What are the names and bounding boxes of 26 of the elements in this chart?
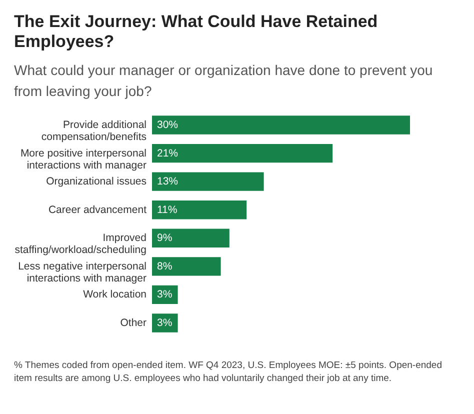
y-tick-label: Provide additional compensation/benefits bbox=[41, 118, 146, 143]
data-label: 13% bbox=[157, 176, 178, 188]
data-label: 3% bbox=[157, 317, 172, 330]
data-label: 11% bbox=[157, 204, 178, 216]
bar bbox=[152, 144, 333, 163]
y-tick-label: Less negative interpersonal interactions with manager bbox=[18, 260, 147, 284]
y-tick-label: Organizational issues bbox=[46, 176, 146, 188]
y-tick-label: More positive interpersonal interactions with manager bbox=[20, 147, 147, 172]
bar bbox=[152, 200, 247, 220]
data-label: 9% bbox=[157, 232, 172, 244]
data-label: 3% bbox=[157, 288, 172, 301]
bar bbox=[152, 257, 221, 276]
chart-subtitle: What could your manager or organization have done to prevent you from leaving your job? bbox=[14, 61, 434, 101]
text: % Themes coded from open-ended item. WF Q4 2023, U.S. Employees MOE: ±5 points. Open-ended item results are among U.S. employees who had voluntarily changed their job at any time. bbox=[14, 360, 444, 386]
y-tick-label: Improved staffing/workload/scheduling bbox=[14, 232, 147, 256]
y-tick-label: Other bbox=[120, 317, 147, 330]
bar bbox=[152, 228, 230, 248]
bar bbox=[152, 172, 264, 191]
data-label: 30% bbox=[157, 118, 178, 131]
data-label: 8% bbox=[157, 260, 172, 272]
bar bbox=[152, 116, 410, 134]
chart-title: The Exit Journey: What Could Have Retained Employees? bbox=[14, 12, 379, 52]
y-tick-label: Work location bbox=[83, 288, 147, 301]
y-tick-label: Career advancement bbox=[48, 204, 147, 216]
data-label: 21% bbox=[157, 147, 178, 160]
bar bbox=[152, 314, 178, 332]
